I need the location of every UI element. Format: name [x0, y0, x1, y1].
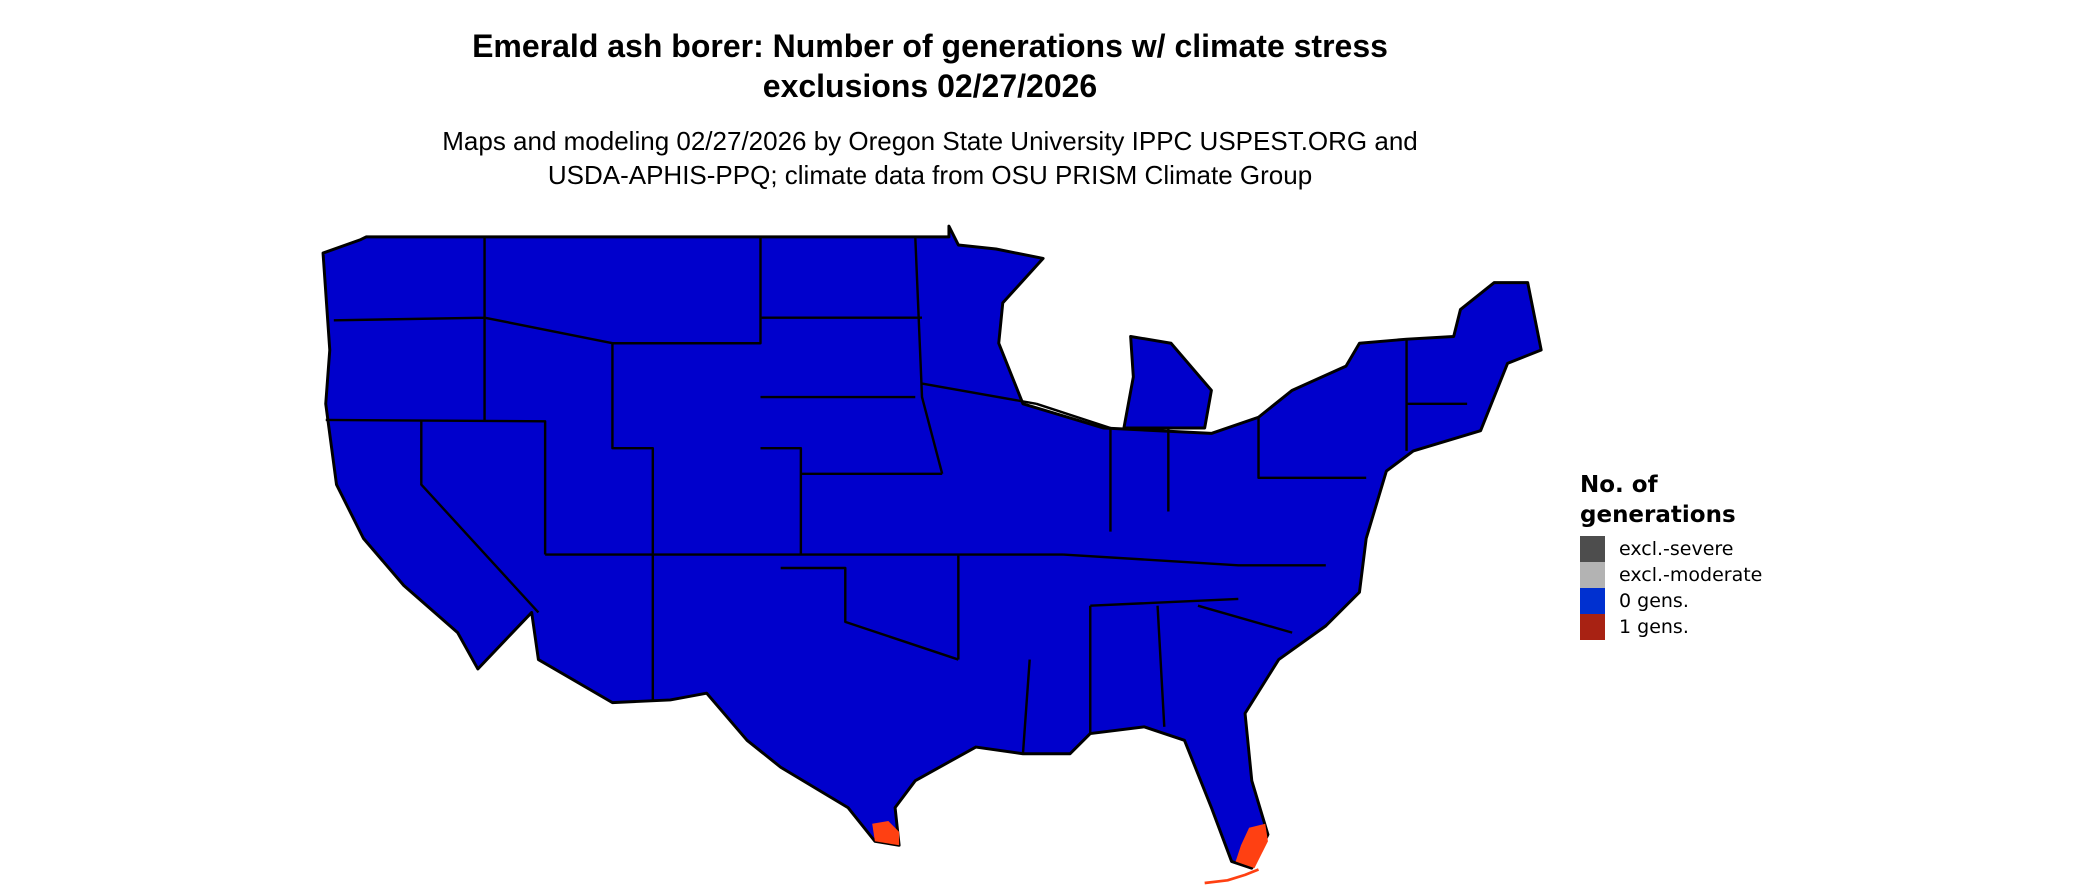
- legend-title-line-2: generations: [1580, 502, 1736, 528]
- one-gen-south-texas: [872, 821, 900, 846]
- legend: No. of generations excl.-severe excl.-mo…: [1580, 470, 1762, 640]
- legend-item-excl-moderate: excl.-moderate: [1580, 562, 1762, 588]
- legend-swatch: [1580, 588, 1605, 614]
- map-title: Emerald ash borer: Number of generations…: [0, 26, 1860, 106]
- legend-label: excl.-severe: [1619, 538, 1734, 560]
- title-line-2: exclusions 02/27/2026: [762, 68, 1098, 104]
- legend-label: excl.-moderate: [1619, 564, 1763, 586]
- legend-title: No. of generations: [1580, 470, 1762, 530]
- legend-label: 0 gens.: [1619, 590, 1689, 612]
- legend-item-excl-severe: excl.-severe: [1580, 536, 1762, 562]
- legend-item-1-gens: 1 gens.: [1580, 614, 1762, 640]
- legend-title-line-1: No. of: [1580, 472, 1658, 498]
- subtitle-line-1: Maps and modeling 02/27/2026 by Oregon S…: [442, 126, 1418, 156]
- state-borders: [325, 236, 1468, 754]
- one-gen-south-florida: [1235, 823, 1268, 869]
- legend-swatch: [1580, 614, 1605, 640]
- title-line-1: Emerald ash borer: Number of generations…: [472, 28, 1388, 64]
- legend-label: 1 gens.: [1619, 616, 1689, 638]
- legend-swatch: [1580, 562, 1605, 588]
- one-gen-florida-keys: [1204, 868, 1260, 885]
- michigan-lower-peninsula: [1122, 335, 1213, 430]
- us-outline: [321, 224, 1543, 870]
- legend-swatch: [1580, 536, 1605, 562]
- map-subtitle: Maps and modeling 02/27/2026 by Oregon S…: [0, 124, 1860, 192]
- subtitle-line-2: USDA-APHIS-PPQ; climate data from OSU PR…: [547, 160, 1313, 190]
- legend-item-0-gens: 0 gens.: [1580, 588, 1762, 614]
